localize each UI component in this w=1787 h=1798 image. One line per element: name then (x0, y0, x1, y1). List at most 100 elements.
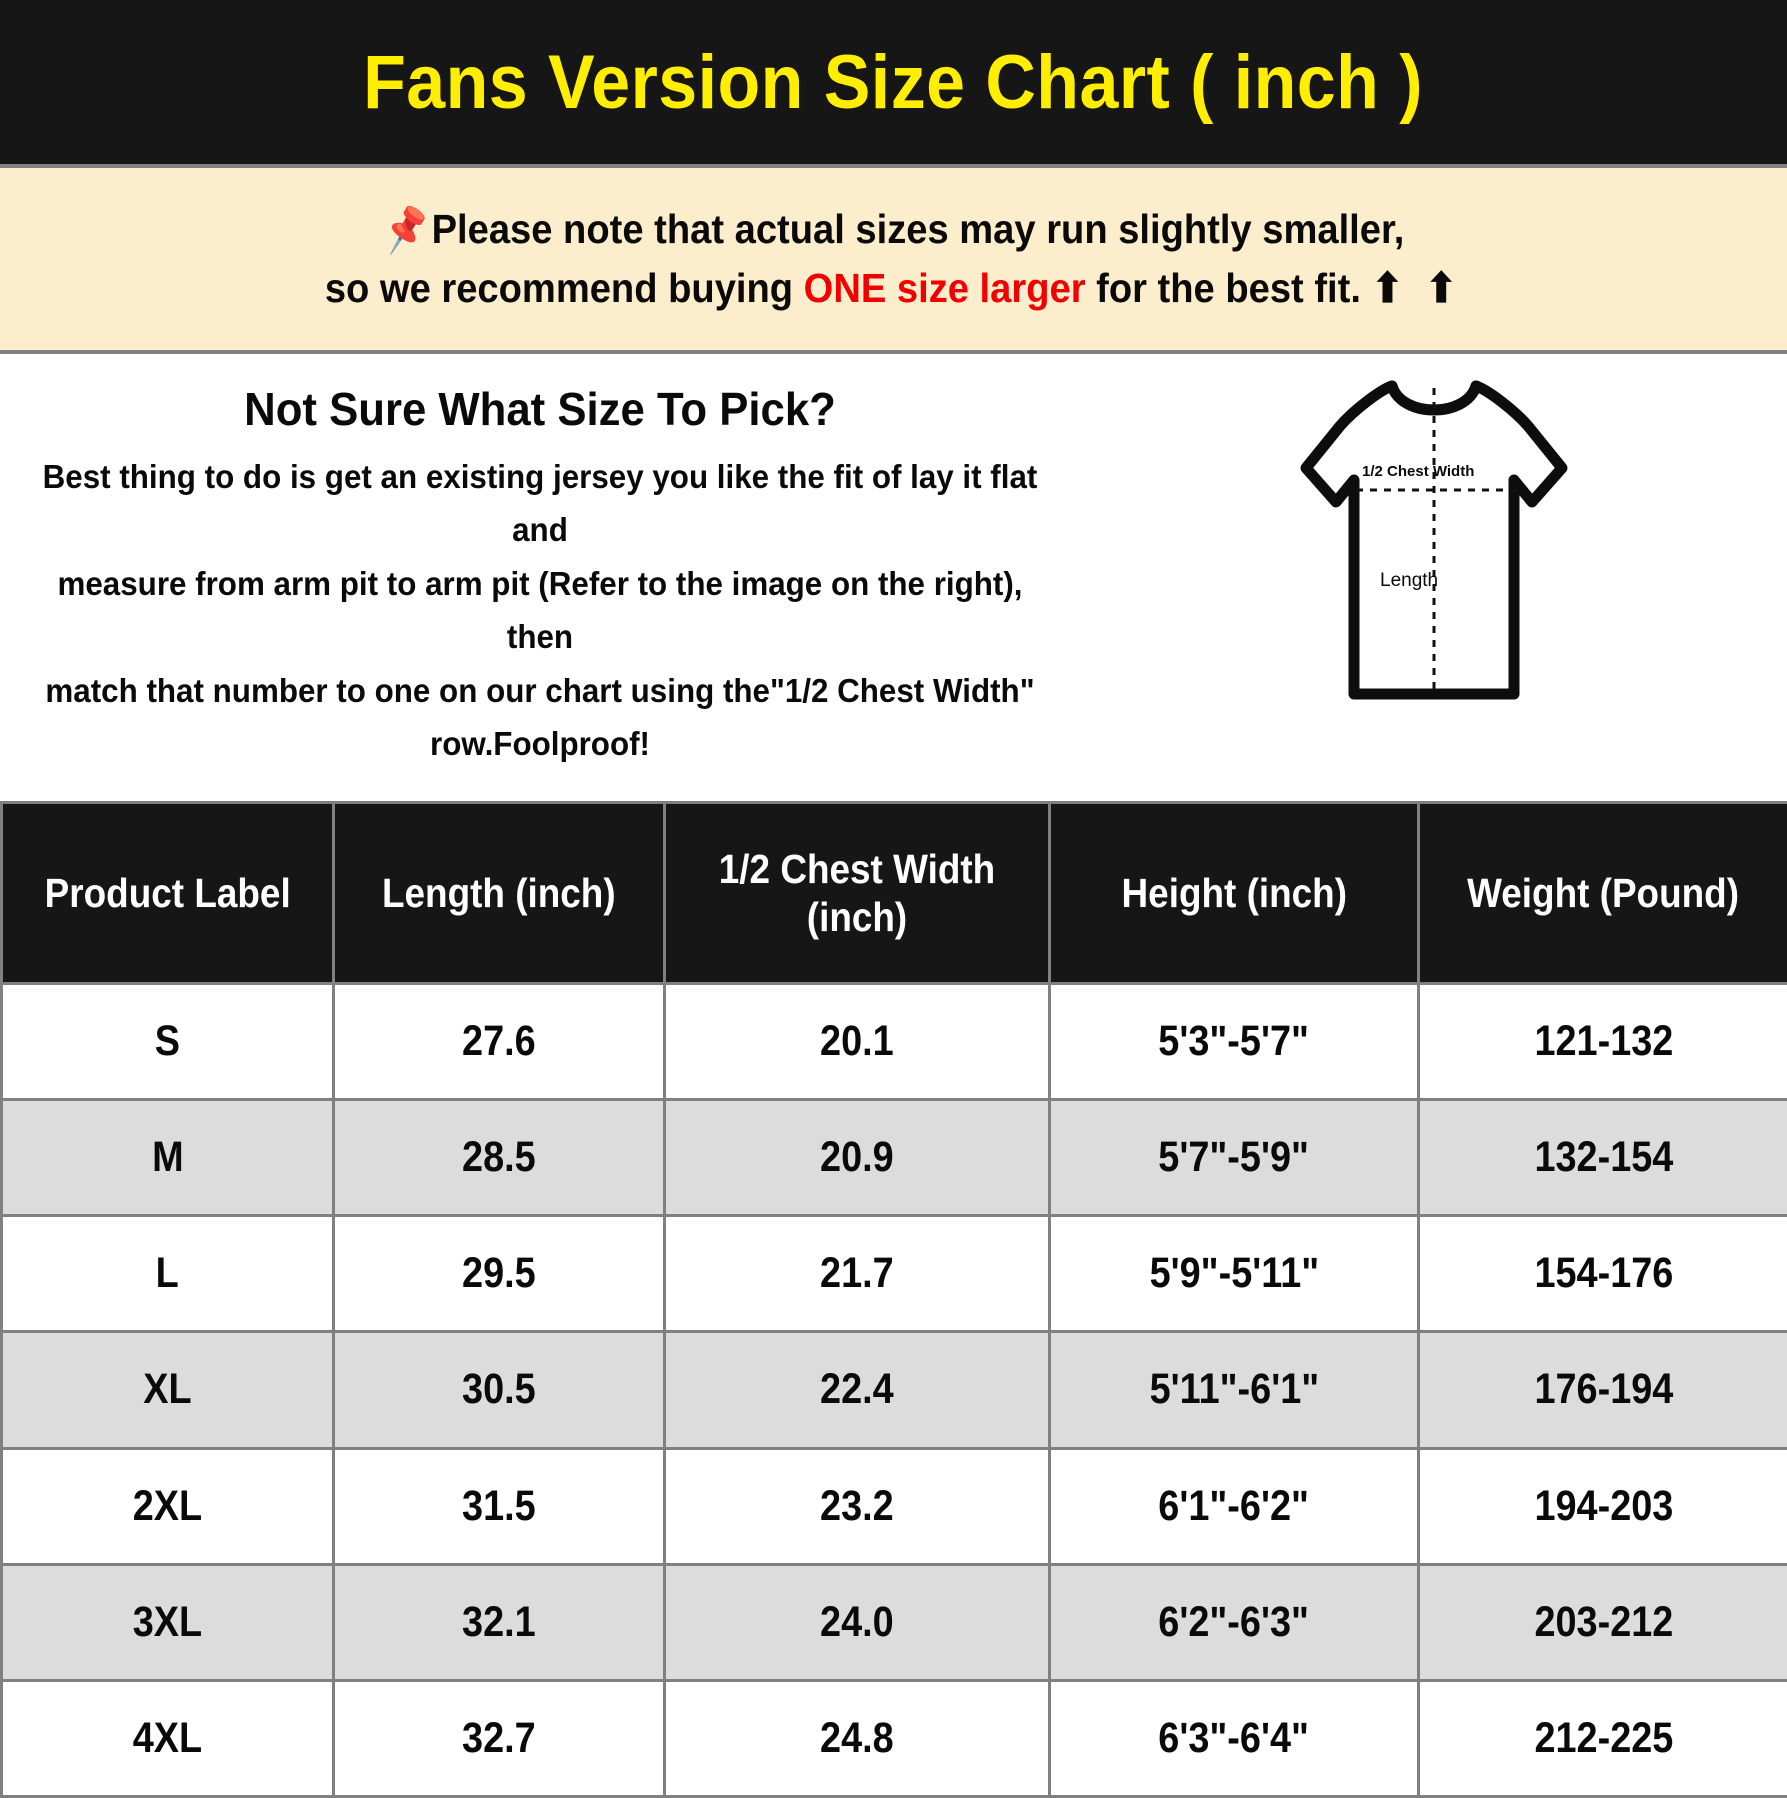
cell-text: 194-203 (1534, 1481, 1673, 1530)
note-line-2-prefix: so we recommend buying (324, 265, 804, 312)
cell-text: M (151, 1133, 184, 1182)
table-cell: 203-212 (1417, 1562, 1787, 1682)
table-row: S 27.6 20.1 5'3"-5'7" 121-132 (0, 981, 1787, 1102)
cell-text: 5'9"-5'11" (1149, 1249, 1319, 1298)
help-text-block: Not Sure What Size To Pick? Best thing t… (0, 354, 1080, 771)
cell-text: 5'11"-6'1" (1149, 1365, 1319, 1414)
cell-text: 27.6 (462, 1017, 536, 1066)
table-cell: 24.0 (663, 1562, 1051, 1682)
cell-text: 6'2"-6'3" (1158, 1597, 1310, 1646)
cell-product-label: S (0, 981, 335, 1102)
column-header-length: Length (inch) (332, 801, 666, 985)
table-cell: 29.5 (332, 1214, 666, 1334)
cell-text: 29.5 (462, 1249, 536, 1298)
cell-text: 30.5 (462, 1365, 536, 1414)
help-body: Best thing to do is get an existing jers… (27, 450, 1053, 771)
table-cell: 32.1 (332, 1562, 666, 1682)
table-cell: 6'1"-6'2" (1048, 1446, 1420, 1566)
table-cell: 5'9"-5'11" (1048, 1214, 1420, 1334)
table-cell: 6'3"-6'4" (1048, 1678, 1420, 1798)
table-cell: 31.5 (332, 1446, 666, 1566)
cell-text: 6'1"-6'2" (1158, 1481, 1310, 1530)
cell-text: 32.1 (462, 1597, 536, 1646)
note-line-1: 📌Please note that actual sizes may run s… (379, 200, 1404, 259)
cell-text: 5'7"-5'9" (1158, 1133, 1310, 1182)
cell-text: 121-132 (1534, 1017, 1673, 1066)
cell-product-label: M (0, 1098, 335, 1218)
table-row: M 28.5 20.9 5'7"-5'9" 132-154 (0, 1098, 1787, 1218)
table-cell: 20.9 (663, 1098, 1051, 1218)
cell-text: 176-194 (1534, 1365, 1673, 1414)
column-header-chest-width: 1/2 Chest Width (inch) (663, 801, 1051, 985)
table-cell: 28.5 (332, 1098, 666, 1218)
cell-product-label: 4XL (0, 1678, 335, 1798)
table-body: S 27.6 20.1 5'3"-5'7" 121-132 M 28.5 20.9 5'7"-5… (0, 981, 1787, 1798)
table-row: 4XL 32.7 24.8 6'3"-6'4" 212-225 (0, 1678, 1787, 1798)
cell-text: S (154, 1017, 181, 1066)
table-cell: 30.5 (332, 1330, 666, 1450)
cell-product-label: 2XL (0, 1446, 335, 1566)
chest-width-label: 1/2 Chest Width (1362, 463, 1474, 480)
note-line-2: so we recommend buying ONE size larger f… (325, 259, 1463, 317)
help-body-line-3: match that number to one on our chart us… (45, 671, 1035, 709)
tshirt-diagram-wrap: 1/2 Chest Width Length (1080, 354, 1787, 724)
column-header-text: 1/2 Chest Width (inch) (718, 845, 996, 940)
cell-text: XL (143, 1365, 192, 1414)
cell-text: 20.1 (820, 1017, 894, 1066)
table-cell: 154-176 (1417, 1214, 1787, 1334)
cell-text: 212-225 (1534, 1713, 1673, 1762)
table-cell: 22.4 (663, 1330, 1051, 1450)
table-cell: 24.8 (663, 1678, 1051, 1798)
table-cell: 6'2"-6'3" (1048, 1562, 1420, 1682)
table-cell: 5'3"-5'7" (1048, 981, 1420, 1102)
column-header-text: Product Label (44, 869, 291, 916)
table-cell: 5'7"-5'9" (1048, 1098, 1420, 1218)
cell-text: 22.4 (820, 1365, 894, 1414)
table-header-row: Product Label Length (inch) 1/2 Chest Wi… (0, 801, 1787, 985)
cell-text: 203-212 (1534, 1597, 1673, 1646)
column-header-text: Length (inch) (382, 869, 616, 916)
help-body-line-4: row.Foolproof! (430, 725, 650, 763)
table-cell: 21.7 (663, 1214, 1051, 1334)
cell-text: 28.5 (462, 1133, 536, 1182)
cell-text: 24.0 (820, 1597, 894, 1646)
table-cell: 176-194 (1417, 1330, 1787, 1450)
cell-text: 23.2 (820, 1481, 894, 1530)
note-line-2-suffix: for the best fit. (1085, 265, 1372, 312)
cell-text: 32.7 (462, 1713, 536, 1762)
column-header-height: Height (inch) (1048, 801, 1420, 985)
cell-text: 3XL (132, 1597, 203, 1646)
cell-text: 20.9 (820, 1133, 894, 1182)
table-cell: 5'11"-6'1" (1048, 1330, 1420, 1450)
table-row: 2XL 31.5 23.2 6'1"-6'2" 194-203 (0, 1446, 1787, 1566)
table-cell: 32.7 (332, 1678, 666, 1798)
arrow-up-icon: ⬆ ⬆ (1371, 265, 1463, 312)
cell-text: 2XL (132, 1481, 203, 1530)
table-cell: 132-154 (1417, 1098, 1787, 1218)
table-cell: 121-132 (1417, 981, 1787, 1102)
table-cell: 27.6 (332, 981, 666, 1102)
help-section: Not Sure What Size To Pick? Best thing t… (0, 354, 1787, 801)
note-banner: 📌Please note that actual sizes may run s… (0, 164, 1787, 354)
cell-text: 21.7 (820, 1249, 894, 1298)
cell-text: 5'3"-5'7" (1158, 1017, 1310, 1066)
title-bar: Fans Version Size Chart ( inch ) (0, 0, 1787, 164)
table-row: L 29.5 21.7 5'9"-5'11" 154-176 (0, 1214, 1787, 1334)
cell-text: 132-154 (1534, 1133, 1673, 1182)
size-chart-table: Product Label Length (inch) 1/2 Chest Wi… (0, 801, 1787, 1798)
table-cell: 212-225 (1417, 1678, 1787, 1798)
cell-text: 4XL (132, 1713, 203, 1762)
pushpin-icon: 📌 (379, 203, 434, 258)
column-header-text: Height (inch) (1121, 869, 1347, 916)
help-heading: Not Sure What Size To Pick? (244, 383, 836, 435)
column-header-product-label: Product Label (0, 801, 335, 985)
cell-product-label: L (0, 1214, 335, 1334)
note-emphasis: ONE size larger (803, 265, 1086, 312)
cell-product-label: 3XL (0, 1562, 335, 1682)
note-line-1-text: Please note that actual sizes may run sl… (431, 206, 1404, 253)
table-row: XL 30.5 22.4 5'11"-6'1" 176-194 (0, 1330, 1787, 1450)
help-body-line-2: measure from arm pit to arm pit (Refer t… (57, 564, 1023, 656)
table-header: Product Label Length (inch) 1/2 Chest Wi… (0, 801, 1787, 985)
length-label: Length (1380, 570, 1438, 591)
